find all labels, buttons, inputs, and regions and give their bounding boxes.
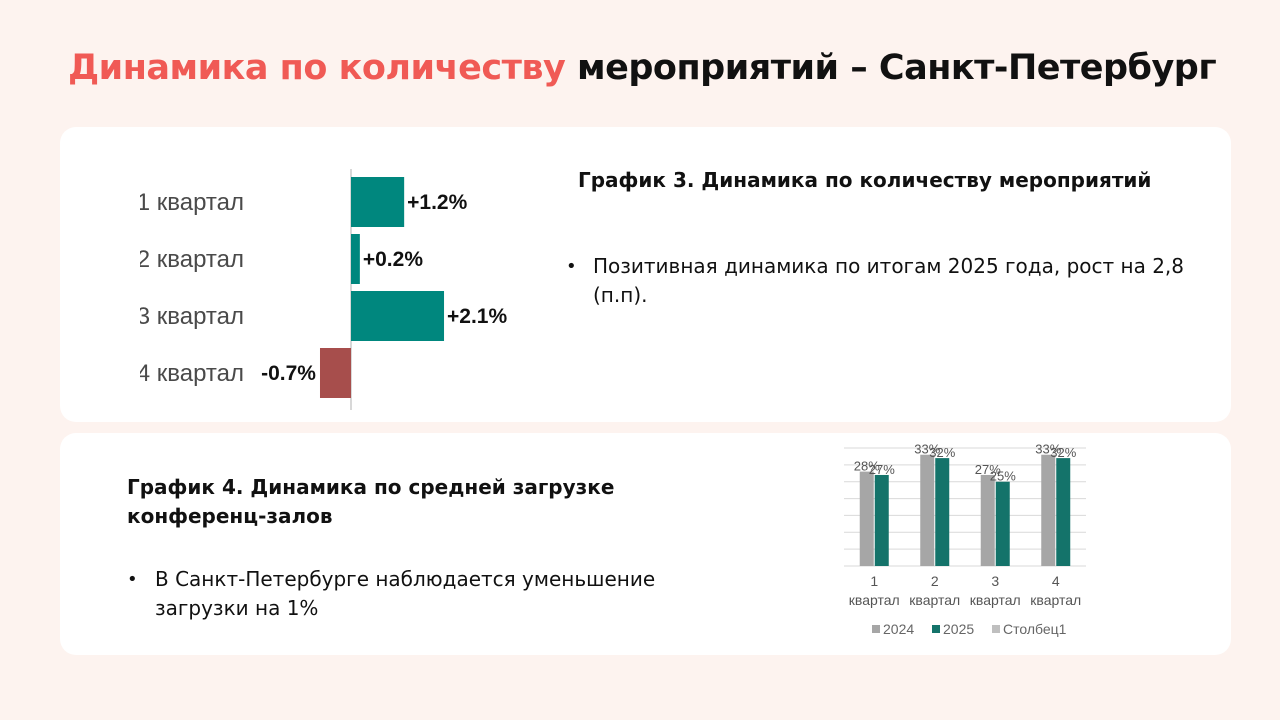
x-tick-label: 4 [1052,573,1060,589]
bar-2024-1 [859,471,874,566]
value-label: -0.7% [261,362,316,385]
x-tick-label: квартал [970,592,1021,608]
chart4-title: График 4. Динамика по средней загрузке к… [127,475,615,528]
bar-3 [351,291,445,341]
chart3-bullet: • Позитивная динамика по итогам 2025 год… [566,252,1206,310]
legend-swatch [872,625,880,633]
bar-2025-4 [1056,458,1071,566]
page-title-rest: мероприятий – Санкт-Петербург [577,48,1217,88]
chart3-bullet-text: Позитивная динамика по итогам 2025 года,… [593,254,1184,307]
bar-2025-2 [935,458,950,566]
bar-2024-4 [1041,454,1056,566]
events-card [60,127,1231,422]
data-label: 32% [929,445,955,460]
bar-2 [351,234,360,284]
data-label: 27% [869,462,895,477]
bar-2025-3 [995,481,1010,566]
page-title-accent: Динамика по количеству [68,48,566,88]
x-tick-label: 2 [931,573,939,589]
chart4-bullet-text: В Санкт-Петербурге наблюдается уменьшени… [155,567,656,620]
legend-label: Столбец1 [1003,621,1067,637]
value-label: +1.2% [407,191,467,214]
data-label: 25% [990,469,1016,484]
data-label: 33% [1035,442,1061,457]
category-label: 1 квартал [140,189,244,216]
value-label: +2.1% [447,305,507,328]
category-label: 2 квартал [140,246,244,273]
chart3-title: График 3. Динамика по количеству меропри… [578,168,1152,192]
data-label: 27% [975,462,1001,477]
data-label: 32% [1050,445,1076,460]
bar-2024-3 [980,474,995,566]
value-label: +0.2% [363,248,423,271]
bullet-icon: • [566,256,577,277]
legend-label: 2025 [943,621,974,637]
x-tick-label: 3 [991,573,999,589]
data-label: 33% [914,442,940,457]
bar-2025-1 [874,474,889,566]
hall-occupancy-chart: 28%27%1квартал33%32%2квартал27%25%3кварт… [844,442,1086,637]
bar-4 [319,348,351,398]
x-tick-label: 1 [870,573,878,589]
legend-label: 2024 [883,621,914,637]
category-label: 4 квартал [140,360,244,387]
chart4-bullet: • В Санкт-Петербурге наблюдается уменьше… [127,565,747,623]
bar-2024-2 [920,454,935,566]
legend-swatch [992,625,1000,633]
x-tick-label: квартал [1030,592,1081,608]
legend-swatch [932,625,940,633]
data-label: 28% [854,459,880,474]
x-tick-label: квартал [909,592,960,608]
bar-1 [351,177,405,227]
category-label: 3 квартал [140,303,244,330]
events-dynamics-chart: 1 квартал +1.2% 2 квартал +0.2% 3 квартал +2.… [140,169,507,410]
x-tick-label: квартал [849,592,900,608]
occupancy-card [60,433,1231,655]
page-title: Динамика по количеству мероприятий – Сан… [68,48,1217,88]
bullet-icon: • [127,569,138,590]
